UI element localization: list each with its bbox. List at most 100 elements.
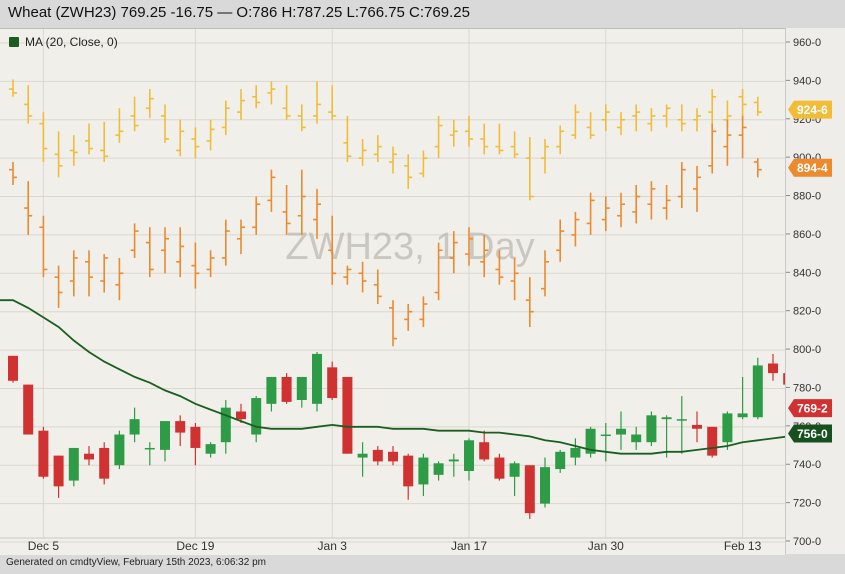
plot-area[interactable]: Dec 5 Dec 19 Jan 3 Jan 17 Jan 30 Feb 13 ZWH23… xyxy=(0,28,809,555)
ohlc-bar xyxy=(39,112,48,162)
ohlc-bar xyxy=(586,192,595,235)
x-tick-label: Jan 17 xyxy=(451,539,487,553)
price-label: 769-2 xyxy=(788,399,832,418)
ohlc-bar xyxy=(206,250,215,278)
candle-up xyxy=(205,442,216,458)
y-tick-label: 860-0 xyxy=(793,229,821,241)
x-tick-label: Jan 30 xyxy=(588,539,624,553)
candle-down xyxy=(403,453,414,500)
ohlc-bar xyxy=(85,250,93,297)
candle-up xyxy=(661,415,672,458)
y-axis-svg: 700-0720-0740-0760-0780-0800-0820-0840-0… xyxy=(786,37,832,548)
moving-average-line xyxy=(0,299,804,455)
x-tick-label: Feb 13 xyxy=(724,539,762,553)
ohlc-bar xyxy=(434,115,443,159)
candle-down xyxy=(479,430,490,462)
ohlc-bar xyxy=(404,154,413,189)
legend: MA (20, Close, 0) xyxy=(9,35,118,49)
candle-up xyxy=(570,438,581,466)
ohlc-bar xyxy=(495,250,504,285)
ohlc-bar xyxy=(115,108,124,143)
svg-text:924-6: 924-6 xyxy=(797,103,828,117)
watermark: ZWH23, 1 Day xyxy=(285,226,534,268)
grid-lines: Dec 5 Dec 19 Jan 3 Jan 17 Jan 30 Feb 13 xyxy=(0,29,785,553)
ohlc-bar xyxy=(176,227,185,278)
ohlc-bar xyxy=(343,115,352,162)
ohlc-bar xyxy=(54,131,63,178)
candle-down xyxy=(494,453,505,481)
ohlc-bar xyxy=(297,104,306,132)
ohlc-bar xyxy=(191,242,200,289)
ohlc-bar xyxy=(145,89,154,118)
ohlc-bar xyxy=(723,119,732,166)
ohlc-bar xyxy=(221,100,230,136)
ohlc-bar xyxy=(282,185,291,235)
ohlc-bar xyxy=(237,89,245,120)
candle-up xyxy=(585,426,596,458)
footer: Generated on cmdtyView, February 15th 20… xyxy=(6,557,266,568)
price-label: 756-0 xyxy=(788,424,832,443)
ohlc-bar xyxy=(708,89,717,128)
y-axis[interactable]: 700-0720-0740-0760-0780-0800-0820-0840-0… xyxy=(785,28,845,554)
candle-up xyxy=(114,430,125,470)
ohlc-bar xyxy=(571,211,580,247)
candle-up xyxy=(220,399,231,454)
ohlc-bar xyxy=(176,119,185,157)
ohlc-bar xyxy=(480,123,489,155)
ohlc-bar xyxy=(571,104,580,139)
ohlc-bar xyxy=(480,234,489,278)
candle-down xyxy=(524,465,535,519)
candle-up xyxy=(555,449,566,473)
ohlc-bar xyxy=(130,223,139,258)
ohlc-bar xyxy=(252,85,261,109)
ohlc-bar xyxy=(647,181,656,220)
y-tick-label: 820-0 xyxy=(793,306,821,318)
candle-down xyxy=(281,373,292,404)
candle-down xyxy=(692,411,702,443)
legend-label: MA (20, Close, 0) xyxy=(25,35,118,49)
chart-title: Wheat (ZWH23) 769.25 -16.75 — O:786 H:78… xyxy=(8,4,470,21)
candle-up xyxy=(509,461,520,496)
candle-up xyxy=(296,376,307,408)
ohlc-bar xyxy=(389,146,397,174)
candle-up xyxy=(464,438,474,481)
x-tick-label: Dec 5 xyxy=(28,539,60,553)
ohlc-bar xyxy=(617,192,625,228)
ohlc-bar xyxy=(419,150,428,178)
ohlc-bar xyxy=(9,161,17,186)
ohlc-bar xyxy=(753,158,762,178)
ohlc-bar xyxy=(541,250,549,297)
y-tick-label: 960-0 xyxy=(793,37,821,49)
ohlc-bar xyxy=(556,125,565,155)
candle-up xyxy=(676,396,687,454)
price-label: 924-6 xyxy=(788,100,832,119)
ohlc-bar xyxy=(541,138,549,174)
ohlc-bar xyxy=(100,254,109,293)
ohlc-bar xyxy=(465,227,473,266)
series-candles xyxy=(8,351,809,519)
x-tick-label: Jan 3 xyxy=(318,539,348,553)
candle-down xyxy=(8,355,18,383)
ohlc-bar xyxy=(237,219,245,255)
candle-up xyxy=(68,447,79,487)
candle-up xyxy=(646,411,657,447)
ohlc-bar xyxy=(525,137,534,201)
ohlc-bar xyxy=(191,127,200,159)
ohlc-bar xyxy=(389,300,397,347)
candle-down xyxy=(388,446,398,466)
ohlc-bar xyxy=(662,104,671,128)
ohlc-bar xyxy=(738,115,747,159)
ohlc-bar xyxy=(601,104,610,132)
svg-text:769-2: 769-2 xyxy=(797,402,828,416)
candle-up xyxy=(540,457,550,508)
ohlc-bar xyxy=(24,85,33,124)
candle-up xyxy=(160,421,170,462)
ohlc-bar xyxy=(495,123,504,155)
y-tick-label: 740-0 xyxy=(793,459,821,471)
ohlc-bar xyxy=(465,115,473,147)
candle-up xyxy=(144,442,155,466)
ohlc-bar xyxy=(358,261,367,293)
candle-up xyxy=(448,453,459,477)
ohlc-bar xyxy=(343,265,352,285)
ohlc-bar xyxy=(738,89,747,120)
